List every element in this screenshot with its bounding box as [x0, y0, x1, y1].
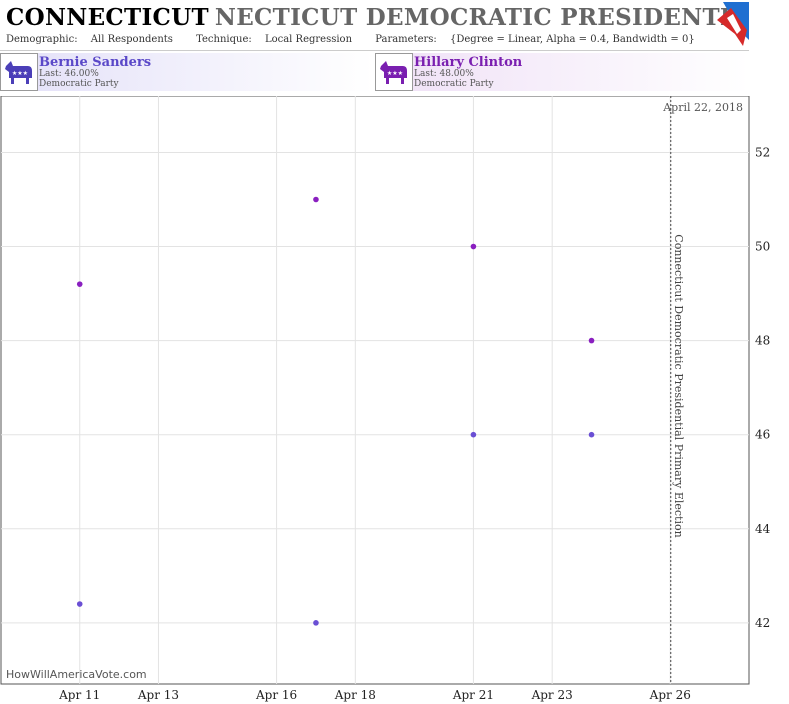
- x-tick-label: Apr 13: [137, 688, 179, 702]
- data-point: [313, 196, 319, 203]
- data-point: [588, 337, 595, 344]
- parameters-label: Parameters:: [375, 34, 437, 45]
- title-state: CONNECTICUT: [6, 4, 209, 31]
- svg-text:★★★: ★★★: [12, 70, 28, 77]
- plot-area: [0, 96, 750, 685]
- x-tick-label: Apr 16: [255, 688, 297, 702]
- x-tick-label: Apr 11: [58, 688, 100, 702]
- parameters-info: Parameters: {Degree = Linear, Alpha = 0.…: [375, 34, 705, 45]
- demographic-label: Demographic:: [6, 34, 78, 45]
- technique-label: Technique:: [196, 34, 252, 45]
- demographic-info: Demographic: All Respondents: [6, 34, 183, 45]
- data-point: [470, 243, 477, 250]
- y-tick-label: 50: [755, 240, 770, 254]
- chart-title: CONNECTICUT NECTICUT DEMOCRATIC PRESIDENT…: [6, 4, 749, 31]
- chart-header: CONNECTICUT NECTICUT DEMOCRATIC PRESIDENT…: [0, 0, 749, 51]
- x-tick-label: Apr 26: [649, 688, 691, 702]
- title-race: NECTICUT DEMOCRATIC PRESIDENTIAL PRIMAR: [214, 4, 749, 31]
- technique-value: Local Regression: [264, 34, 353, 45]
- y-tick-label: 44: [755, 522, 771, 536]
- data-point: [76, 601, 83, 607]
- data-point: [76, 281, 83, 287]
- chart-parameters: Demographic: All Respondents Technique: …: [6, 34, 715, 45]
- parameters-value: {Degree = Linear, Alpha = 0.4, Bandwidth…: [450, 34, 695, 45]
- svg-text:★★★: ★★★: [387, 70, 403, 77]
- x-tick-label: Apr 18: [334, 688, 376, 702]
- sanders-portrait: ★★★: [0, 53, 38, 91]
- candidate-legend: ★★★ Bernie Sanders Last: 46.00% Democrat…: [0, 53, 749, 93]
- y-tick-label: 52: [755, 145, 770, 159]
- candidate-last-value: Last: 46.00%: [39, 69, 99, 79]
- donkey-icon: ★★★: [380, 61, 407, 84]
- candidate-party: Democratic Party: [414, 79, 494, 89]
- x-tick-label: Apr 21: [452, 688, 494, 702]
- clinton-portrait: ★★★: [375, 53, 413, 91]
- technique-info: Technique: Local Regression: [196, 34, 362, 45]
- data-point: [470, 431, 477, 438]
- legend-item-sanders: ★★★ Bernie Sanders Last: 46.00% Democrat…: [0, 53, 374, 91]
- candidate-last-value: Last: 48.00%: [414, 69, 474, 79]
- flag-logo-icon: [717, 2, 749, 46]
- y-tick-label: 46: [755, 428, 770, 442]
- poll-chart: 42 44 46 48 50 52 Apr 11 Apr 13 Apr 16 Apr 18 Apr …: [0, 96, 771, 702]
- x-tick-label: Apr 23: [531, 688, 573, 702]
- watermark: HowWillAmericaVote.com: [6, 668, 147, 681]
- data-point: [313, 620, 319, 626]
- series-clinton: [76, 196, 595, 344]
- election-day-label: Connecticut Democratic Presidential Prim…: [672, 234, 685, 537]
- demographic-value: All Respondents: [90, 34, 173, 45]
- donkey-icon: ★★★: [5, 61, 32, 84]
- candidate-name: Bernie Sanders: [39, 55, 152, 70]
- legend-item-clinton: ★★★ Hillary Clinton Last: 48.00% Democra…: [375, 53, 749, 91]
- series-sanders: [76, 431, 595, 626]
- data-point: [588, 431, 595, 438]
- candidate-name: Hillary Clinton: [414, 55, 523, 70]
- candidate-party: Democratic Party: [39, 79, 119, 89]
- y-tick-label: 48: [755, 334, 770, 348]
- date-annotation: April 22, 2018: [662, 101, 743, 114]
- y-tick-label: 42: [755, 616, 770, 630]
